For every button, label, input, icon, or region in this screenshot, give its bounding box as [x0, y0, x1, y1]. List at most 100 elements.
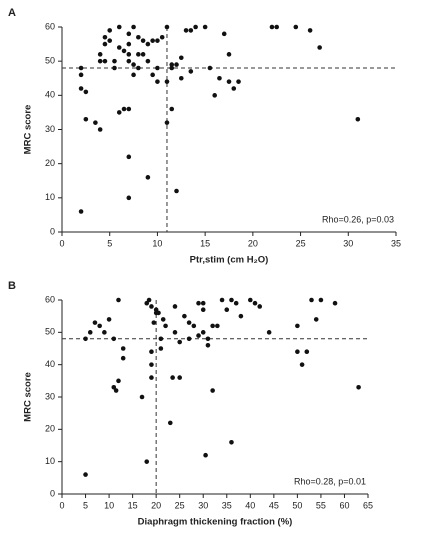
point	[299, 362, 305, 367]
point	[164, 24, 170, 30]
point	[149, 375, 154, 380]
y-tick-label: 40	[45, 90, 55, 100]
point	[116, 297, 121, 303]
point	[174, 62, 179, 67]
point	[186, 320, 192, 325]
point	[116, 378, 121, 384]
y-axis-label: MRC score	[23, 372, 34, 422]
x-tick-label: 30	[343, 238, 353, 248]
point	[140, 52, 146, 57]
y-tick-label: 20	[45, 158, 55, 168]
x-tick-label: 20	[248, 238, 258, 248]
y-tick-label: 50	[45, 56, 55, 66]
point	[313, 317, 319, 322]
point	[156, 310, 161, 316]
point	[149, 349, 154, 355]
point	[83, 472, 88, 477]
point	[266, 330, 272, 335]
point	[112, 65, 117, 71]
point	[226, 52, 232, 57]
point	[309, 297, 314, 303]
point	[113, 388, 119, 393]
point	[169, 62, 175, 67]
y-tick-label: 10	[45, 192, 55, 202]
y-tick-label: 10	[45, 456, 55, 466]
x-tick-label: 25	[296, 238, 306, 248]
y-tick-label: 50	[45, 327, 55, 337]
point	[252, 300, 258, 306]
x-tick-label: 35	[222, 500, 232, 510]
point	[202, 24, 208, 30]
x-tick-label: 55	[316, 500, 326, 510]
point	[93, 120, 98, 125]
point	[126, 52, 132, 57]
point	[126, 58, 132, 64]
point	[188, 69, 194, 74]
point	[151, 320, 157, 325]
point	[102, 330, 107, 335]
point	[248, 297, 253, 303]
point	[229, 297, 234, 303]
point	[153, 307, 159, 313]
point	[317, 45, 322, 50]
y-tick-label: 60	[45, 294, 55, 304]
point	[83, 116, 89, 122]
point	[167, 420, 173, 426]
x-tick-label: 5	[83, 500, 88, 510]
x-tick-label: 10	[104, 500, 114, 510]
x-tick-label: 10	[152, 238, 162, 248]
point	[126, 41, 132, 47]
point	[106, 317, 112, 322]
point	[120, 355, 126, 361]
x-tick-label: 60	[339, 500, 349, 510]
point	[293, 24, 299, 30]
point	[207, 65, 213, 71]
point	[126, 106, 132, 112]
point	[210, 323, 215, 329]
annotation: Rho=0.28, p=0.01	[294, 476, 366, 486]
point	[159, 34, 165, 40]
point	[102, 34, 108, 40]
x-tick-label: 15	[128, 500, 138, 510]
point	[169, 106, 175, 112]
y-axis-label: MRC score	[23, 105, 34, 155]
point	[136, 65, 141, 71]
point	[83, 89, 89, 95]
point	[224, 307, 230, 313]
point	[269, 24, 275, 30]
point	[295, 323, 300, 329]
x-axis-label: Ptr,stim (cm H₂O)	[190, 255, 269, 266]
point	[150, 72, 155, 78]
point	[83, 336, 88, 342]
point	[226, 79, 232, 84]
point	[120, 346, 126, 351]
point	[146, 297, 152, 303]
x-tick-label: 20	[151, 500, 161, 510]
point	[188, 28, 194, 33]
point	[158, 336, 164, 342]
point	[155, 65, 160, 71]
point	[170, 375, 175, 380]
point	[169, 65, 175, 71]
y-tick-label: 20	[45, 424, 55, 434]
point	[210, 388, 215, 393]
point	[145, 41, 151, 47]
point	[149, 304, 154, 309]
point	[126, 195, 132, 201]
point	[274, 24, 280, 30]
point	[177, 375, 182, 380]
point	[121, 106, 127, 112]
point	[200, 330, 206, 335]
point	[163, 323, 168, 329]
point	[191, 323, 197, 329]
point	[102, 41, 108, 47]
x-tick-label: 65	[363, 500, 373, 510]
point	[136, 34, 141, 40]
point	[236, 79, 241, 84]
point	[155, 79, 160, 84]
x-tick-label: 5	[107, 238, 112, 248]
point	[205, 336, 211, 342]
point	[126, 31, 132, 37]
point	[196, 333, 201, 338]
